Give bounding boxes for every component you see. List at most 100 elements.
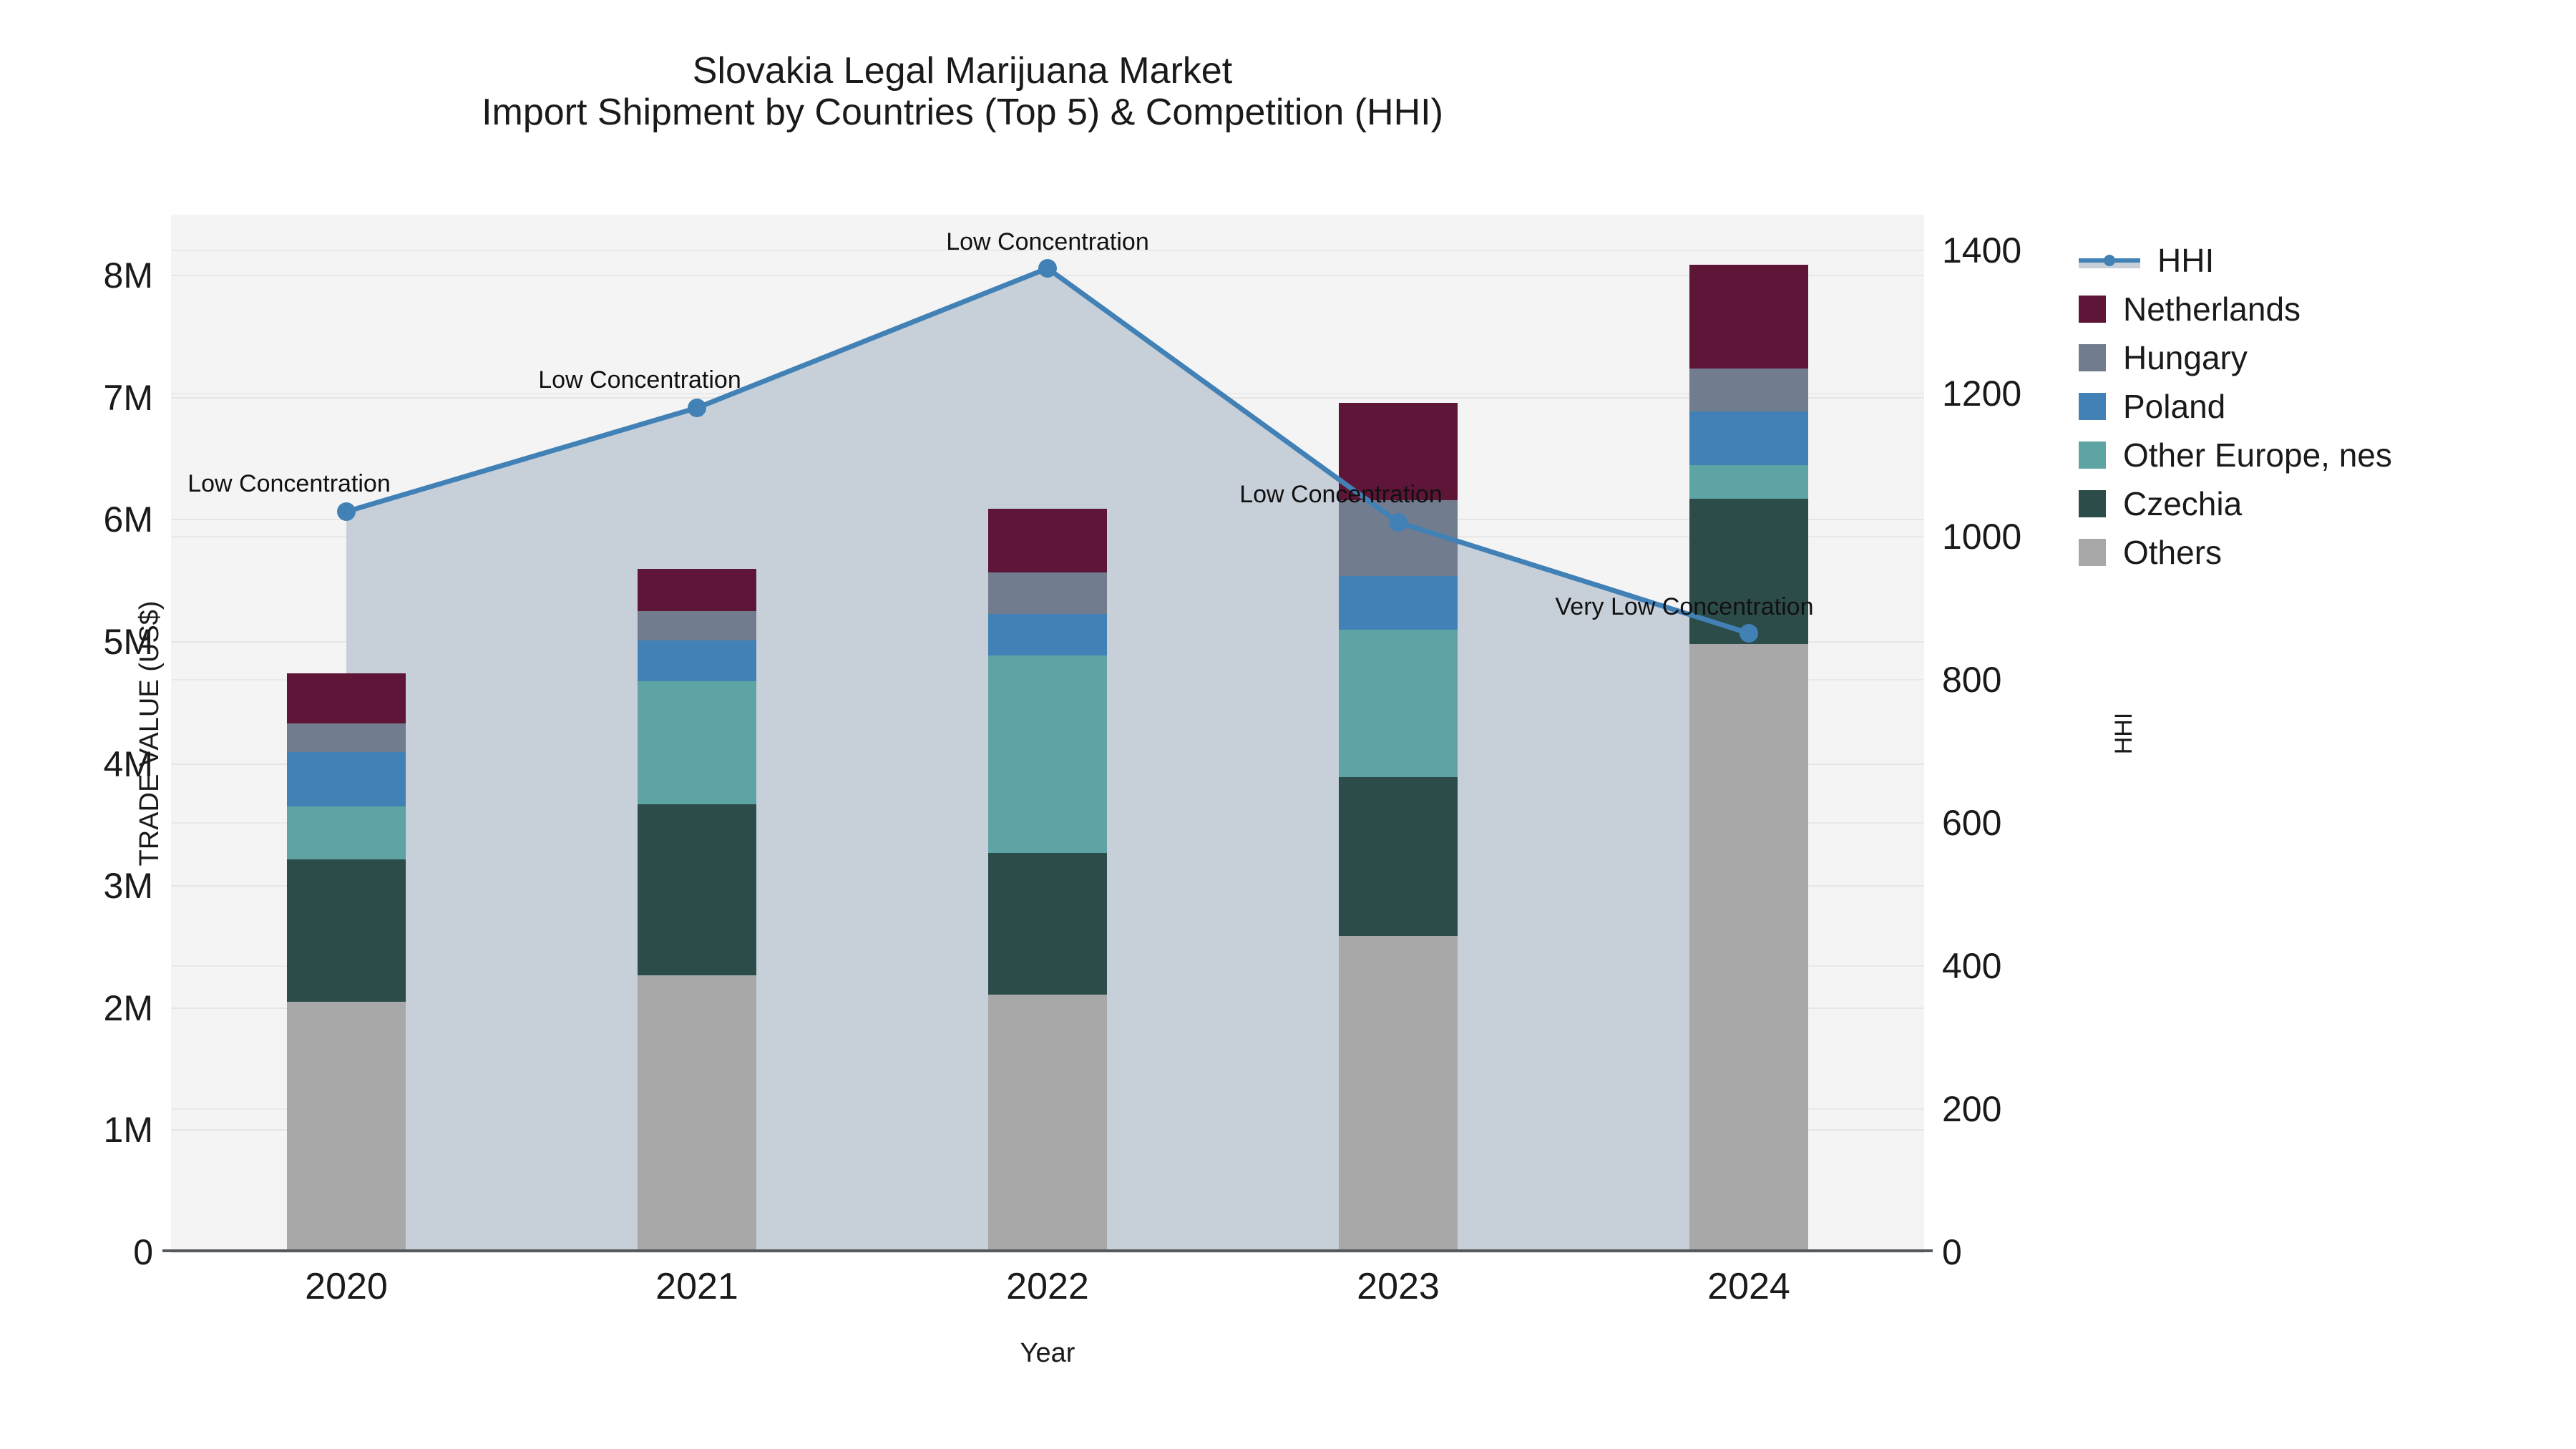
- legend-swatch-icon: [2079, 490, 2106, 517]
- y-axis-right-label: HHI: [2109, 712, 2137, 755]
- bar-segment[interactable]: [1689, 264, 1808, 369]
- y-axis-left-tick: 6M: [103, 499, 153, 540]
- bar-group-2022[interactable]: [988, 509, 1107, 1252]
- legend-item-netherlands[interactable]: Netherlands: [2079, 285, 2572, 333]
- y-axis-left-tick: 1M: [103, 1110, 153, 1151]
- bar-group-2023[interactable]: [1339, 402, 1458, 1252]
- legend-item-label: Other Europe, nes: [2123, 436, 2392, 474]
- bar-segment[interactable]: [638, 640, 756, 681]
- y-axis-left-tick: 2M: [103, 987, 153, 1028]
- bar-segment[interactable]: [1339, 777, 1458, 937]
- bar-segment[interactable]: [988, 995, 1107, 1252]
- y-axis-left-tick: 4M: [103, 743, 153, 784]
- hhi-annotation: Low Concentration: [1239, 481, 1443, 508]
- bar-group-2021[interactable]: [638, 568, 756, 1252]
- x-axis-line: [162, 1249, 1933, 1252]
- bar-segment[interactable]: [1689, 368, 1808, 411]
- legend-item-others[interactable]: Others: [2079, 528, 2572, 577]
- chart-title-line-2: Import Shipment by Countries (Top 5) & C…: [482, 92, 1443, 134]
- hhi-data-point[interactable]: [1740, 624, 1758, 643]
- bar-segment[interactable]: [988, 655, 1107, 854]
- y-axis-left-tick: 8M: [103, 255, 153, 296]
- bar-segment[interactable]: [1339, 500, 1458, 576]
- legend-item-label: Netherlands: [2123, 291, 2301, 328]
- y-axis-right-tick: 800: [1942, 660, 2002, 700]
- y-axis-right-tick: 1000: [1942, 517, 2022, 557]
- bar-segment[interactable]: [1689, 464, 1808, 499]
- legend-line-icon: [2079, 247, 2140, 274]
- gridline-secondary: [171, 1252, 1924, 1253]
- bar-segment[interactable]: [638, 804, 756, 975]
- legend-item-label: HHI: [2157, 242, 2215, 279]
- chart-title-line-1: Slovakia Legal Marijuana Market: [692, 50, 1233, 92]
- hhi-annotation: Very Low Concentration: [1555, 593, 1814, 620]
- hhi-line-overlay: [337, 259, 1758, 643]
- x-axis-tick-2023: 2023: [1357, 1266, 1440, 1307]
- bar-segment[interactable]: [287, 806, 406, 859]
- plot-area: Low Concentration Low Concentration Low Co…: [171, 215, 1924, 1253]
- bar-group-2024[interactable]: [1689, 264, 1808, 1252]
- legend-item-czechia[interactable]: Czechia: [2079, 479, 2572, 528]
- bar-segment[interactable]: [638, 568, 756, 612]
- legend-item-label: Poland: [2123, 388, 2226, 425]
- hhi-line-path: [346, 265, 1750, 636]
- y-axis-right-tick: 0: [1942, 1232, 1962, 1272]
- bar-segment[interactable]: [1339, 630, 1458, 778]
- legend-item-poland[interactable]: Poland: [2079, 382, 2572, 431]
- bar-group-2020[interactable]: [287, 673, 406, 1252]
- hhi-data-point[interactable]: [1389, 513, 1407, 532]
- hhi-data-point[interactable]: [337, 502, 356, 521]
- bar-segment[interactable]: [1339, 936, 1458, 1252]
- bar-segment[interactable]: [1689, 411, 1808, 465]
- x-axis-tick-2022: 2022: [1006, 1266, 1089, 1307]
- y-axis-right-tick: 1400: [1942, 230, 2022, 270]
- bar-segment[interactable]: [988, 509, 1107, 572]
- bar-segment[interactable]: [287, 1002, 406, 1252]
- legend-swatch-icon: [2079, 539, 2106, 566]
- legend-swatch-icon: [2079, 296, 2106, 323]
- bar-segment[interactable]: [638, 680, 756, 804]
- x-axis-label: Year: [1020, 1338, 1075, 1368]
- bar-segment[interactable]: [287, 673, 406, 724]
- gridline-secondary: [171, 250, 1924, 251]
- bar-segment[interactable]: [988, 572, 1107, 614]
- bar-segment[interactable]: [1339, 402, 1458, 501]
- bar-segment[interactable]: [1689, 644, 1808, 1252]
- y-axis-right-tick: 600: [1942, 803, 2002, 843]
- hhi-data-point[interactable]: [1038, 259, 1057, 278]
- chart-title-block: Slovakia Legal Marijuana Market Import S…: [0, 50, 1925, 133]
- bar-segment[interactable]: [988, 853, 1107, 995]
- legend-item-hhi[interactable]: HHI: [2079, 236, 2572, 285]
- chart-legend: HHI Netherlands Hungary Poland Other Europe,…: [2079, 236, 2572, 577]
- hhi-annotation: Low Concentration: [187, 470, 391, 497]
- chart-frame: Low Concentration Low Concentration Low Co…: [104, 215, 2137, 1368]
- bar-segment[interactable]: [638, 611, 756, 641]
- hhi-data-point[interactable]: [688, 399, 706, 417]
- bar-segment[interactable]: [287, 723, 406, 752]
- y-axis-left-tick: 5M: [103, 622, 153, 663]
- bar-segment[interactable]: [988, 613, 1107, 655]
- y-axis-left-tick: 7M: [103, 377, 153, 418]
- legend-item-label: Hungary: [2123, 339, 2248, 376]
- legend-swatch-icon: [2079, 393, 2106, 420]
- legend-item-label: Czechia: [2123, 485, 2243, 522]
- y-axis-left-tick: 3M: [103, 866, 153, 907]
- legend-item-label: Others: [2123, 534, 2223, 571]
- x-axis-tick-2020: 2020: [305, 1266, 388, 1307]
- hhi-annotation: Low Concentration: [538, 366, 741, 394]
- legend-item-other-europe-nes[interactable]: Other Europe, nes: [2079, 431, 2572, 479]
- hhi-annotation: Low Concentration: [946, 228, 1149, 255]
- legend-item-hungary[interactable]: Hungary: [2079, 333, 2572, 382]
- y-axis-right-tick: 200: [1942, 1089, 2002, 1129]
- legend-swatch-icon: [2079, 344, 2106, 371]
- y-axis-right-tick: 1200: [1942, 374, 2022, 414]
- y-axis-right-tick: 400: [1942, 946, 2002, 986]
- x-axis-tick-2024: 2024: [1707, 1266, 1790, 1307]
- bar-segment[interactable]: [287, 751, 406, 807]
- x-axis-tick-2021: 2021: [655, 1266, 738, 1307]
- bar-segment[interactable]: [287, 859, 406, 1002]
- bar-segment[interactable]: [1339, 575, 1458, 630]
- y-axis-left-tick: 0: [133, 1232, 153, 1272]
- bar-segment[interactable]: [638, 975, 756, 1252]
- legend-swatch-icon: [2079, 441, 2106, 469]
